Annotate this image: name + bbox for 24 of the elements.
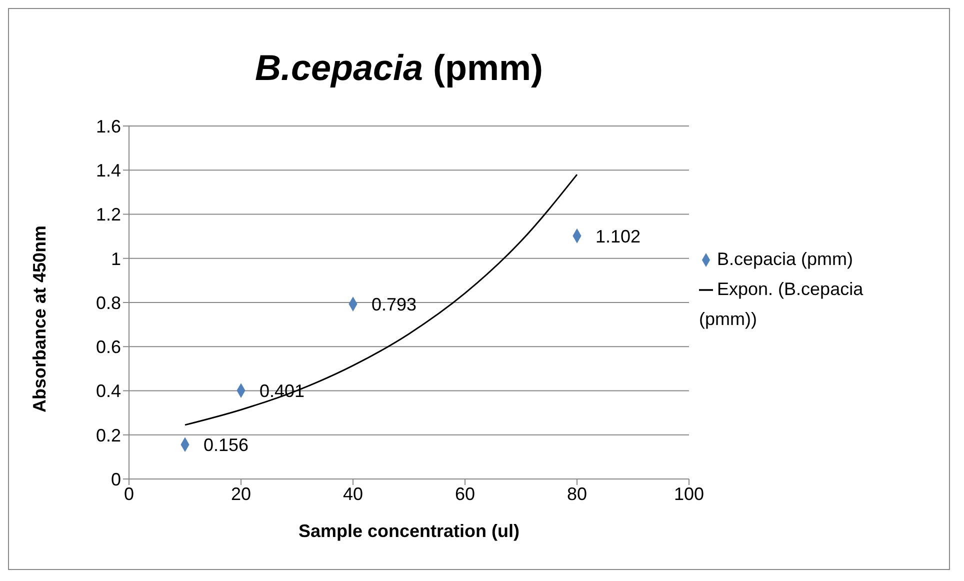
x-tick-label: 60 <box>454 484 476 504</box>
x-tick-label: 100 <box>674 484 704 504</box>
x-tick-label: 20 <box>230 484 252 504</box>
data-label: 1.102 <box>596 226 641 246</box>
data-label: 0.793 <box>372 294 417 314</box>
y-tick-label: 0.6 <box>96 337 121 358</box>
x-tick-label: 0 <box>124 484 134 504</box>
y-tick-label: 1.6 <box>96 116 121 136</box>
x-tick-label: 80 <box>566 484 588 504</box>
y-tick-label: 0 <box>110 469 121 490</box>
chart-title: B.cepacia (pmm) <box>254 47 544 89</box>
data-label: 0.156 <box>204 434 249 455</box>
y-tick-label: 0.8 <box>96 292 121 313</box>
line-series <box>184 174 578 426</box>
y-tick-label: 0.2 <box>96 425 121 446</box>
legend-label: Expon. (B.cepacia (pmm)) <box>699 279 864 329</box>
x-axis-title: Sample concentration (ul) <box>298 521 520 541</box>
y-axis-title: Absorbance at 450nm <box>29 225 50 412</box>
y-tick-label: 1.2 <box>96 204 121 225</box>
y-tick-label: 1.4 <box>96 160 121 181</box>
y-tick-label: 0.4 <box>96 381 121 402</box>
y-tick-label: 1 <box>110 248 121 269</box>
legend-label: B.cepacia (pmm) <box>717 249 854 269</box>
x-tick-label: 40 <box>342 484 364 504</box>
